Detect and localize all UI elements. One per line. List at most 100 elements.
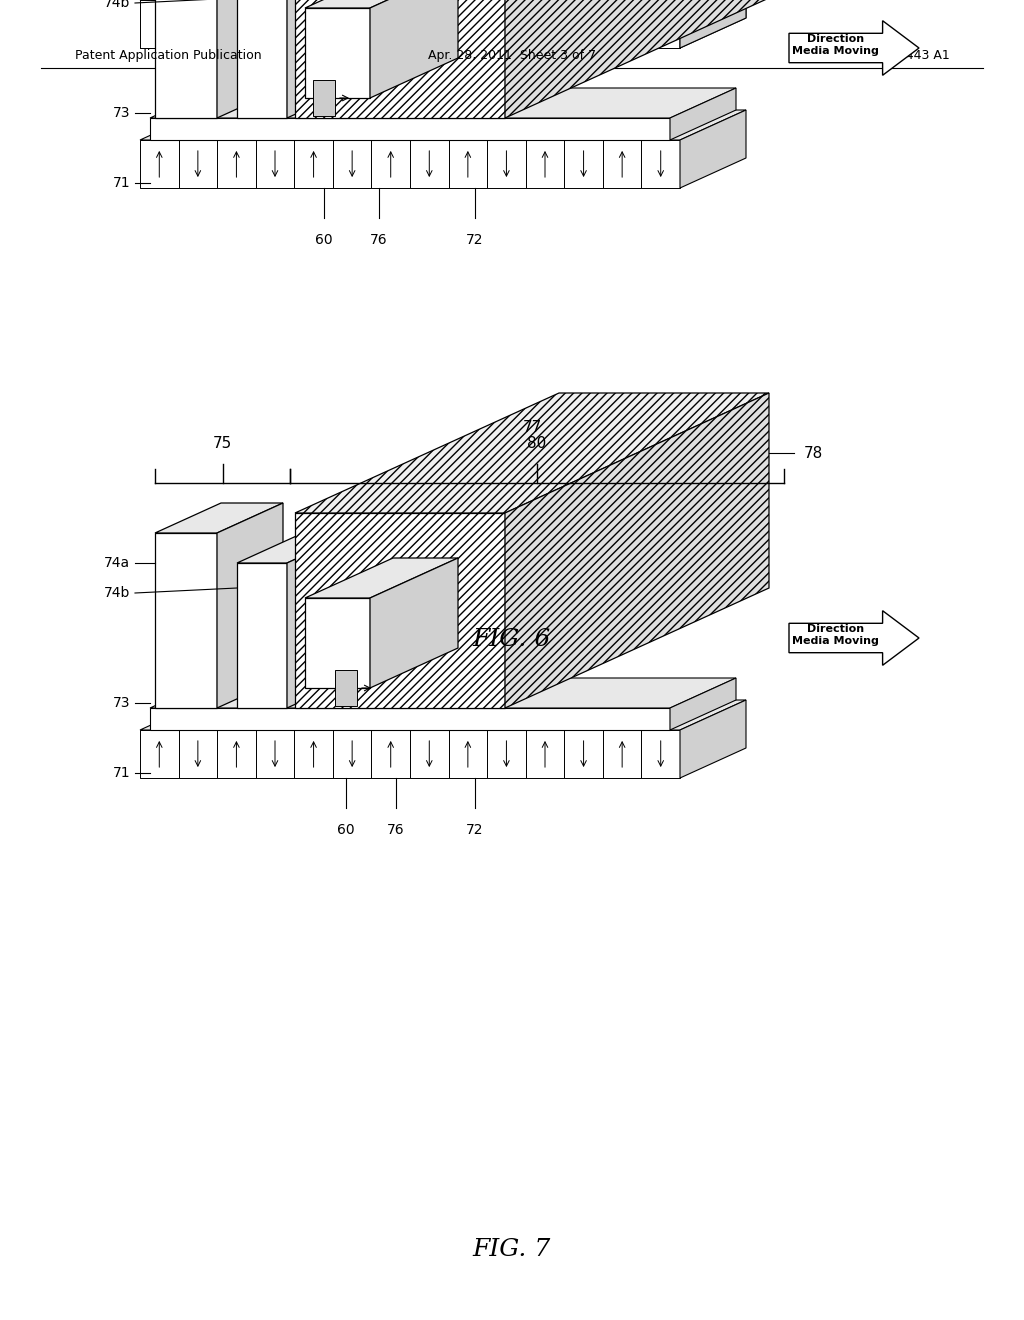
Polygon shape <box>372 0 410 48</box>
Polygon shape <box>410 0 449 48</box>
Text: Media Moving: Media Moving <box>793 46 880 57</box>
Text: 60: 60 <box>337 822 354 837</box>
Polygon shape <box>564 140 603 187</box>
Polygon shape <box>449 0 487 48</box>
Text: 74a: 74a <box>103 556 130 570</box>
Polygon shape <box>294 730 333 777</box>
Text: US 2011/0096443 A1: US 2011/0096443 A1 <box>817 49 950 62</box>
Polygon shape <box>680 0 746 48</box>
Polygon shape <box>680 110 746 187</box>
Polygon shape <box>256 730 294 777</box>
Text: 80: 80 <box>527 436 547 451</box>
Polygon shape <box>237 564 287 708</box>
Polygon shape <box>217 503 283 708</box>
Text: 77: 77 <box>522 420 542 436</box>
Polygon shape <box>372 140 410 187</box>
Text: FIG. 7: FIG. 7 <box>473 1238 551 1262</box>
Polygon shape <box>603 0 641 48</box>
Polygon shape <box>487 0 525 48</box>
Polygon shape <box>313 81 335 116</box>
Polygon shape <box>305 0 458 8</box>
Polygon shape <box>150 708 670 730</box>
Polygon shape <box>603 0 641 48</box>
Polygon shape <box>335 671 357 706</box>
Polygon shape <box>487 730 525 777</box>
Polygon shape <box>150 88 736 117</box>
Polygon shape <box>525 140 564 187</box>
Polygon shape <box>410 0 449 48</box>
Polygon shape <box>140 0 178 48</box>
Polygon shape <box>603 140 641 187</box>
Polygon shape <box>140 0 178 48</box>
Text: 75: 75 <box>213 436 232 451</box>
Polygon shape <box>410 140 449 187</box>
Polygon shape <box>603 730 641 777</box>
Polygon shape <box>790 21 919 75</box>
Polygon shape <box>256 0 294 48</box>
Polygon shape <box>670 678 736 730</box>
Polygon shape <box>155 533 217 708</box>
Polygon shape <box>564 0 603 48</box>
Polygon shape <box>178 730 217 777</box>
Text: 60: 60 <box>315 234 333 247</box>
Polygon shape <box>333 140 372 187</box>
Polygon shape <box>150 678 736 708</box>
Polygon shape <box>150 117 670 140</box>
Text: 71: 71 <box>113 176 130 190</box>
Polygon shape <box>217 0 256 48</box>
Text: 76: 76 <box>371 234 388 247</box>
Polygon shape <box>305 8 370 98</box>
Polygon shape <box>641 140 680 187</box>
Polygon shape <box>140 730 178 777</box>
Polygon shape <box>178 0 217 48</box>
Polygon shape <box>525 0 564 48</box>
Polygon shape <box>256 140 294 187</box>
Text: 73: 73 <box>113 106 130 120</box>
Polygon shape <box>333 730 372 777</box>
Polygon shape <box>305 558 458 598</box>
Text: 72: 72 <box>466 822 483 837</box>
Polygon shape <box>641 0 680 48</box>
Polygon shape <box>525 730 564 777</box>
Polygon shape <box>295 513 505 708</box>
Polygon shape <box>487 140 525 187</box>
Text: FIG. 6: FIG. 6 <box>473 628 551 652</box>
Text: 72: 72 <box>466 234 483 247</box>
Polygon shape <box>641 0 680 48</box>
Polygon shape <box>370 558 458 688</box>
Polygon shape <box>237 533 353 564</box>
Polygon shape <box>217 0 256 48</box>
Text: 73: 73 <box>113 696 130 710</box>
Polygon shape <box>295 0 505 117</box>
Polygon shape <box>680 0 746 48</box>
Polygon shape <box>155 503 283 533</box>
Text: 76: 76 <box>387 822 404 837</box>
Polygon shape <box>449 0 487 48</box>
Text: 71: 71 <box>113 766 130 780</box>
Polygon shape <box>294 0 333 48</box>
Polygon shape <box>294 0 333 48</box>
Polygon shape <box>178 0 217 48</box>
Polygon shape <box>333 0 372 48</box>
Polygon shape <box>217 140 256 187</box>
Polygon shape <box>287 0 353 117</box>
Polygon shape <box>487 0 525 48</box>
Polygon shape <box>140 700 746 730</box>
Polygon shape <box>333 0 372 48</box>
Polygon shape <box>237 0 287 117</box>
Polygon shape <box>155 0 217 117</box>
Polygon shape <box>217 0 283 117</box>
Polygon shape <box>564 730 603 777</box>
Text: Media Moving: Media Moving <box>793 636 880 647</box>
Polygon shape <box>505 0 769 117</box>
Polygon shape <box>256 0 294 48</box>
Polygon shape <box>305 598 370 688</box>
Polygon shape <box>790 611 919 665</box>
Polygon shape <box>370 0 458 98</box>
Text: Apr. 28, 2011  Sheet 3 of 7: Apr. 28, 2011 Sheet 3 of 7 <box>428 49 596 62</box>
Text: Direction: Direction <box>807 34 864 44</box>
Polygon shape <box>505 393 769 708</box>
Polygon shape <box>140 140 178 187</box>
Text: 74b: 74b <box>103 0 130 11</box>
Polygon shape <box>525 0 564 48</box>
